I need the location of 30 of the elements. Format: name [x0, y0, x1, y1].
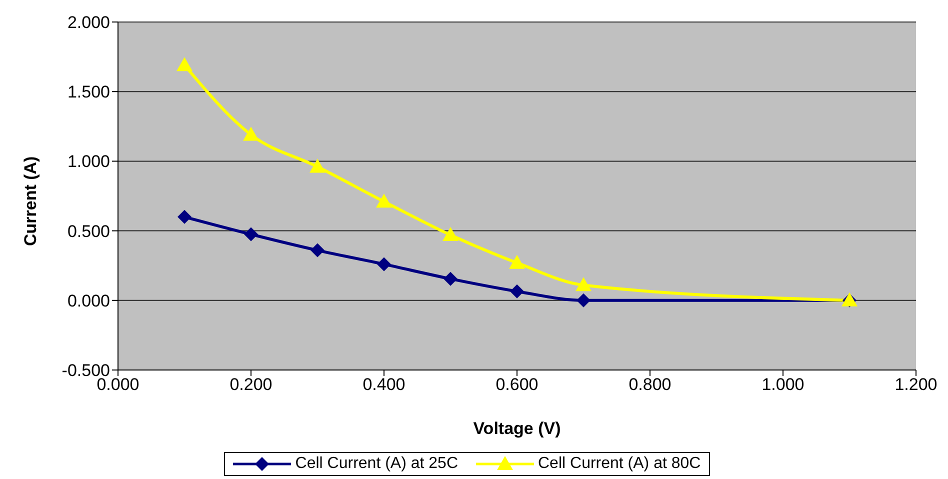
point	[576, 293, 590, 308]
y-tick-label: 1.000	[67, 152, 110, 172]
x-tick-label: 0.800	[628, 375, 672, 394]
point	[376, 194, 392, 208]
point	[178, 210, 192, 224]
x-tick-label: 1.200	[894, 375, 938, 394]
y-tick-label: 0.000	[67, 291, 110, 310]
legend-label: Cell Current (A) at 80C	[537, 455, 701, 473]
point	[444, 272, 458, 286]
point	[310, 243, 324, 258]
y-axis-title: Current (A)	[21, 156, 40, 246]
x-tick-label: 0.600	[496, 375, 538, 394]
y-tick-label: 0.500	[67, 222, 110, 241]
point	[310, 158, 326, 173]
x-tick-label: 1.000	[762, 375, 804, 394]
point	[244, 227, 258, 242]
point	[243, 126, 259, 141]
legend-label: Cell Current (A) at 25C	[294, 455, 458, 473]
y-tick-label: 1.500	[67, 82, 110, 102]
y-tick-label: 2.000	[67, 13, 110, 32]
x-tick-label: 0.400	[362, 375, 406, 394]
point	[576, 277, 592, 292]
point	[176, 57, 192, 72]
point	[377, 257, 391, 272]
point	[509, 254, 525, 269]
x-axis-title: Voltage (V)	[473, 419, 561, 438]
x-tick-label: 0.000	[96, 375, 140, 394]
x-tick-label: 0.200	[230, 375, 272, 394]
point	[510, 284, 524, 298]
point	[442, 226, 458, 241]
